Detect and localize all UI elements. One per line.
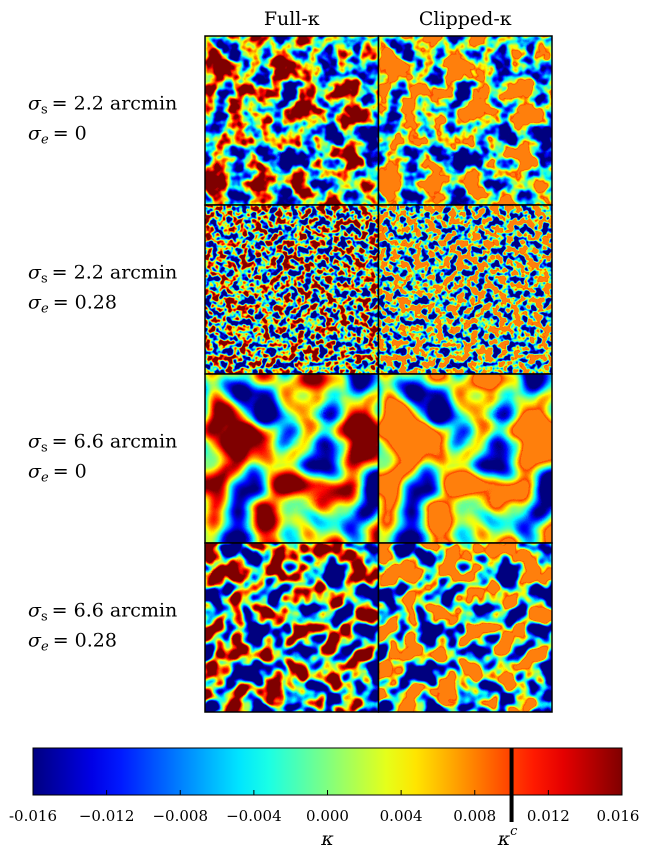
subscript: s — [41, 609, 48, 624]
map-panel — [204, 204, 380, 375]
map-panel — [377, 542, 553, 713]
tick-label: −0.012 — [79, 807, 135, 825]
map-panel — [377, 35, 553, 206]
symbol: σ — [28, 461, 42, 483]
label-text: = 2.2 arcmin — [52, 93, 178, 115]
column-title: Clipped-κ — [419, 8, 512, 30]
subscript: e — [41, 132, 49, 147]
row-label: σe = 0 — [28, 461, 87, 486]
convergence-map — [205, 36, 379, 205]
tick-label: −0.008 — [152, 807, 208, 825]
subscript: e — [41, 470, 49, 485]
symbol: σ — [28, 123, 42, 145]
symbol: σ — [28, 600, 42, 622]
convergence-map — [378, 205, 552, 374]
column-title: Full-κ — [264, 8, 320, 30]
subscript: s — [41, 440, 48, 455]
convergence-map — [378, 36, 552, 205]
convergence-map — [378, 543, 552, 712]
map-panel — [377, 373, 553, 544]
symbol: σ — [28, 93, 42, 115]
symbol: σ — [28, 630, 42, 652]
convergence-map — [205, 374, 379, 543]
subscript: s — [41, 271, 48, 286]
convergence-map — [205, 543, 379, 712]
subscript: s — [41, 102, 48, 117]
label-text: = 0.28 — [53, 630, 117, 652]
row-label: σs = 2.2 arcmin — [28, 93, 177, 118]
tick-label: 0.000 — [306, 807, 349, 825]
tick-label: 0.016 — [597, 807, 640, 825]
label-text: = 0 — [53, 123, 87, 145]
convergence-map — [378, 374, 552, 543]
tick-label: -0.016 — [9, 807, 57, 825]
symbol: σ — [28, 262, 42, 284]
tick-label: 0.008 — [453, 807, 496, 825]
colorbar-label: κ — [320, 828, 334, 848]
label-text: = 0.28 — [53, 292, 117, 314]
symbol: κ — [497, 828, 511, 848]
label-text: = 6.6 arcmin — [52, 431, 178, 453]
tick-label: −0.004 — [226, 807, 282, 825]
map-panel — [204, 373, 380, 544]
row-label: σs = 6.6 arcmin — [28, 600, 177, 625]
row-label: σs = 2.2 arcmin — [28, 262, 177, 287]
map-panel — [204, 35, 380, 206]
symbol: σ — [28, 431, 42, 453]
row-label: σe = 0.28 — [28, 292, 117, 317]
symbol: σ — [28, 292, 42, 314]
convergence-map — [205, 205, 379, 374]
row-label: σe = 0.28 — [28, 630, 117, 655]
panel-frame — [377, 542, 553, 713]
subscript: e — [41, 301, 49, 316]
superscript: c — [510, 824, 518, 839]
map-panel — [377, 204, 553, 375]
subscript: e — [41, 639, 49, 654]
label-text: = 6.6 arcmin — [52, 600, 178, 622]
colorbar — [32, 747, 623, 796]
row-label: σs = 6.6 arcmin — [28, 431, 177, 456]
label-text: = 2.2 arcmin — [52, 262, 178, 284]
tick-label: 0.004 — [380, 807, 423, 825]
row-label: σe = 0 — [28, 123, 87, 148]
map-panel — [204, 542, 380, 713]
threshold-label: κc — [497, 824, 518, 848]
tick-label: 0.012 — [527, 807, 570, 825]
label-text: = 0 — [53, 461, 87, 483]
